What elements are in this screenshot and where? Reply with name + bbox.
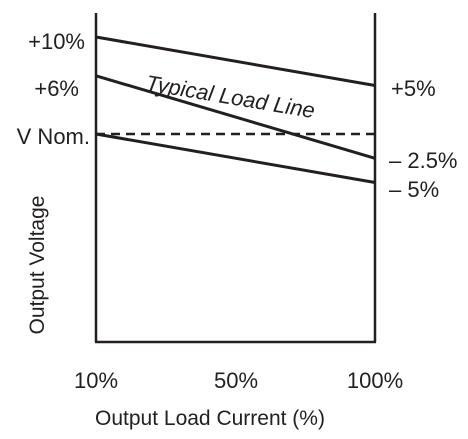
left-label-plus6: +6% (34, 76, 79, 101)
x-axis-label: Output Load Current (%) (95, 407, 325, 430)
left-label-vnom: V Nom. (17, 124, 90, 149)
x-tick-50: 50% (214, 368, 258, 393)
right-label-minus2-5: – 2.5% (389, 148, 458, 173)
series-upper-line (95, 35, 376, 87)
x-tick-100: 100% (347, 368, 403, 393)
series-typical-load-line (95, 74, 376, 160)
y-axis-label: Output Voltage (26, 196, 49, 335)
right-label-minus5: – 5% (389, 177, 439, 202)
left-label-plus10: +10% (28, 29, 85, 54)
series-layer (95, 35, 376, 184)
x-tick-10: 10% (74, 368, 118, 393)
series-lower-line (95, 132, 376, 184)
right-label-plus5: +5% (391, 76, 436, 101)
